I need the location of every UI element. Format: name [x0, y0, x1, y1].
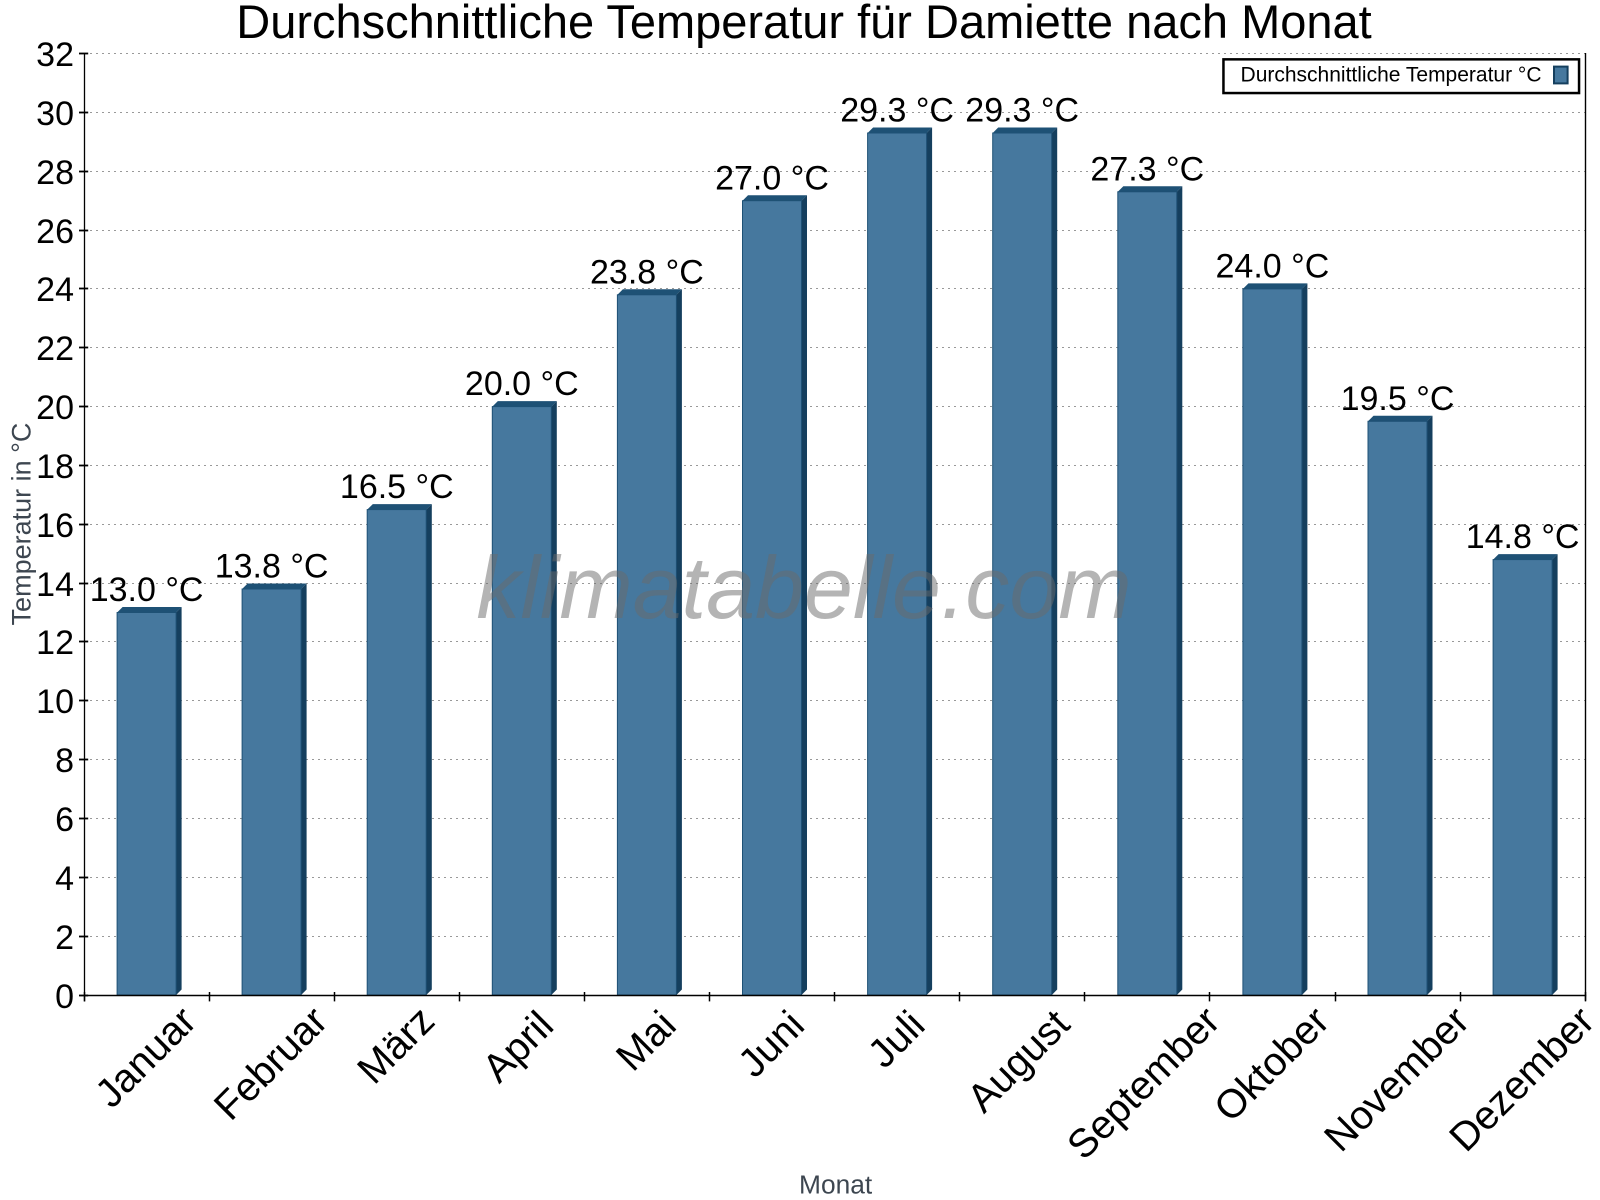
- svg-text:22: 22: [36, 330, 74, 368]
- svg-text:klimatabelle.com: klimatabelle.com: [476, 538, 1131, 637]
- svg-text:20.0 °C: 20.0 °C: [465, 365, 579, 403]
- svg-text:28: 28: [36, 154, 74, 192]
- svg-text:13.8 °C: 13.8 °C: [215, 548, 329, 586]
- svg-text:6: 6: [55, 801, 74, 839]
- svg-text:30: 30: [36, 95, 74, 133]
- svg-text:20: 20: [36, 389, 74, 427]
- svg-text:14.8 °C: 14.8 °C: [1466, 518, 1580, 556]
- svg-text:10: 10: [36, 683, 74, 721]
- svg-text:Durchschnittliche Temperatur °: Durchschnittliche Temperatur °C: [1241, 64, 1542, 87]
- svg-text:29.3 °C: 29.3 °C: [840, 92, 954, 130]
- svg-text:19.5 °C: 19.5 °C: [1341, 380, 1455, 418]
- svg-text:Temperatur in °C: Temperatur in °C: [7, 423, 37, 626]
- svg-text:0: 0: [55, 978, 74, 1016]
- svg-text:27.0 °C: 27.0 °C: [715, 159, 829, 197]
- svg-text:26: 26: [36, 213, 74, 251]
- svg-text:23.8 °C: 23.8 °C: [590, 253, 704, 291]
- svg-text:18: 18: [36, 448, 74, 486]
- svg-text:27.3 °C: 27.3 °C: [1090, 150, 1204, 188]
- svg-text:32: 32: [36, 36, 74, 74]
- svg-text:12: 12: [36, 624, 74, 662]
- svg-text:2: 2: [55, 919, 74, 957]
- svg-text:14: 14: [36, 566, 74, 604]
- svg-text:16.5 °C: 16.5 °C: [340, 468, 454, 506]
- svg-text:24.0 °C: 24.0 °C: [1216, 248, 1330, 286]
- svg-text:24: 24: [36, 271, 74, 309]
- svg-text:13.0 °C: 13.0 °C: [90, 571, 204, 609]
- svg-text:8: 8: [55, 742, 74, 780]
- svg-text:Durchschnittliche Temperatur f: Durchschnittliche Temperatur für Damiett…: [236, 0, 1371, 48]
- svg-text:4: 4: [55, 860, 74, 898]
- svg-text:29.3 °C: 29.3 °C: [965, 92, 1079, 130]
- svg-text:16: 16: [36, 507, 74, 545]
- svg-text:Monat: Monat: [799, 1170, 873, 1200]
